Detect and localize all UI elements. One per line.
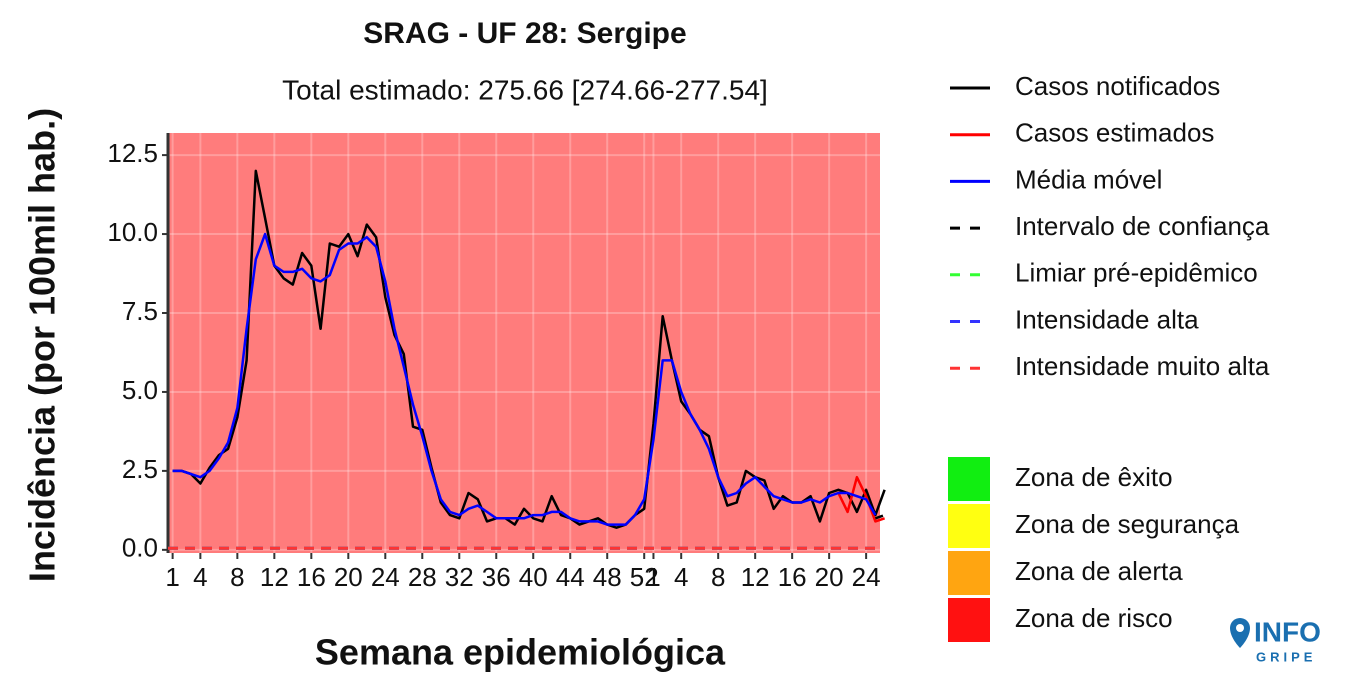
zone-label: Zona de risco: [1015, 603, 1173, 633]
x-tick-label: 32: [445, 562, 474, 592]
x-tick-label: 12: [741, 562, 770, 592]
y-tick-label: 0.0: [122, 533, 158, 563]
zone-swatch: [948, 598, 990, 642]
x-tick-label: 16: [297, 562, 326, 592]
x-tick-label: 44: [556, 562, 585, 592]
chart-title: SRAG - UF 28: Sergipe: [363, 17, 686, 50]
x-tick-label: 20: [334, 562, 363, 592]
x-tick-label: 4: [193, 562, 207, 592]
series-line: [874, 513, 886, 520]
legend-label: Intensidade muito alta: [1015, 351, 1270, 381]
logo: INFO GRIPE: [1230, 616, 1321, 664]
x-tick-label: 16: [778, 562, 807, 592]
x-tick-label: 24: [371, 562, 400, 592]
x-tick-label: 12: [260, 562, 289, 592]
x-tick-label: 20: [815, 562, 844, 592]
legend-label: Casos estimados: [1015, 118, 1214, 148]
legend-label: Casos notificados: [1015, 71, 1220, 101]
zone-label: Zona de segurança: [1015, 509, 1240, 539]
x-tick-label: 52: [630, 562, 659, 592]
x-tick-label: 1: [165, 562, 179, 592]
zone-swatch: [948, 551, 990, 595]
zone-label: Zona de êxito: [1015, 462, 1173, 492]
y-tick-label: 5.0: [122, 375, 158, 405]
legend-label: Intervalo de confiança: [1015, 211, 1270, 241]
legend-label: Intensidade alta: [1015, 304, 1199, 334]
x-tick-label: 40: [519, 562, 548, 592]
x-tick-label: 4: [674, 562, 688, 592]
legend-label: Limiar pré-epidêmico: [1015, 258, 1258, 288]
chart-subtitle: Total estimado: 275.66 [274.66-277.54]: [282, 74, 768, 105]
zone-label: Zona de alerta: [1015, 556, 1183, 586]
logo-subtext: GRIPE: [1256, 649, 1316, 664]
x-tick-label: 48: [593, 562, 622, 592]
logo-pin-dot: [1236, 624, 1244, 632]
y-tick-label: 7.5: [122, 296, 158, 326]
x-tick-label: 8: [230, 562, 244, 592]
x-tick-label: 24: [852, 562, 881, 592]
x-tick-label: 8: [711, 562, 725, 592]
zone-swatch: [948, 504, 990, 548]
series-line: [837, 475, 885, 523]
x-tick-label: 1: [646, 562, 660, 592]
series-line: [172, 232, 877, 526]
logo-text: INFO: [1254, 616, 1321, 647]
y-axis-label: Incidência (por 100mil hab.): [22, 108, 63, 582]
legend-label: Média móvel: [1015, 164, 1162, 194]
series-line: [172, 169, 886, 529]
y-tick-label: 12.5: [107, 138, 158, 168]
zone-swatch: [948, 457, 990, 501]
x-tick-label: 36: [482, 562, 511, 592]
y-tick-label: 2.5: [122, 454, 158, 484]
logo-pin: [1230, 618, 1250, 648]
x-axis-label: Semana epidemiológica: [315, 632, 726, 673]
y-tick-label: 10.0: [107, 217, 158, 247]
x-tick-label: 28: [408, 562, 437, 592]
